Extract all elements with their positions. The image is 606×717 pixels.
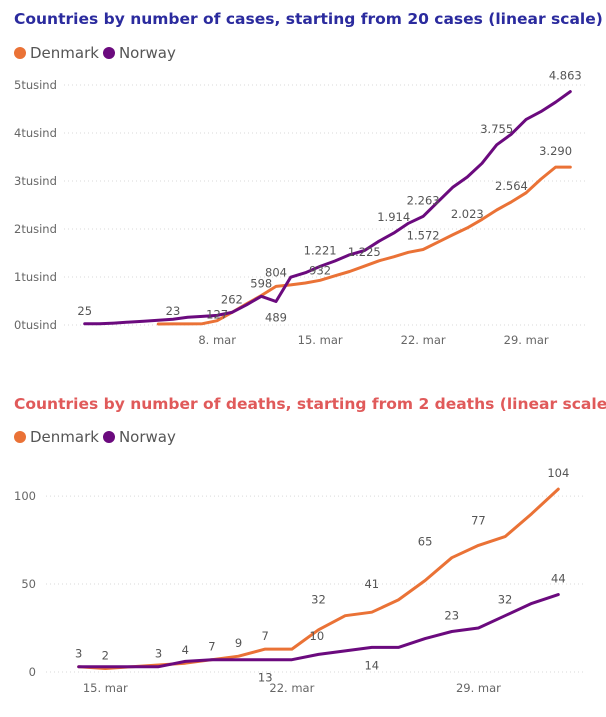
y-tick-label: 4tusind — [14, 126, 57, 140]
x-tick-label: 22. mar — [401, 333, 446, 347]
y-tick-label: 50 — [21, 577, 36, 591]
y-tick-label: 5tusind — [14, 78, 57, 92]
series-line-norway — [83, 90, 572, 326]
series-line-norway — [77, 593, 560, 669]
data-label: 3.755 — [480, 122, 513, 136]
data-label: 32 — [311, 593, 326, 607]
chart-title-cases: Countries by number of cases, starting f… — [14, 10, 603, 28]
data-label: 32 — [498, 593, 513, 607]
data-label: 44 — [551, 572, 566, 586]
legend-deaths: Denmark Norway — [14, 428, 180, 446]
legend-marker-norway — [102, 431, 115, 443]
y-tick-label: 1tusind — [14, 270, 57, 284]
data-label: 2.263 — [407, 193, 440, 207]
data-label: 804 — [265, 265, 287, 279]
data-label: 4 — [182, 643, 189, 657]
legend-label-norway: Norway — [118, 44, 176, 62]
y-tick-label: 3tusind — [14, 174, 57, 188]
data-label: 489 — [265, 311, 287, 325]
data-label: 25 — [77, 304, 92, 318]
data-label: 3.290 — [539, 144, 572, 158]
x-tick-label: 29. mar — [456, 681, 501, 695]
series-line-denmark — [156, 165, 572, 326]
data-label: 104 — [547, 466, 569, 480]
data-label: 23 — [444, 609, 459, 623]
legend-item-denmark[interactable]: Denmark — [14, 428, 99, 446]
data-label: 932 — [309, 263, 331, 277]
data-label: 1.572 — [407, 229, 440, 243]
data-label: 7 — [208, 640, 215, 654]
y-tick-label: 0tusind — [14, 318, 57, 332]
data-label: 598 — [250, 276, 272, 290]
data-label: 262 — [221, 292, 243, 306]
data-label: 4.863 — [549, 69, 582, 83]
legend-cases: Denmark Norway — [14, 44, 180, 62]
data-label: 14 — [364, 658, 379, 672]
data-label: 9 — [235, 636, 242, 650]
data-label: 127 — [206, 308, 228, 322]
y-tick-label: 0 — [29, 665, 36, 679]
legend-item-norway[interactable]: Norway — [102, 44, 176, 62]
legend-item-denmark[interactable]: Denmark — [14, 44, 99, 62]
legend-marker-norway — [102, 47, 115, 59]
data-label: 1.221 — [304, 243, 337, 257]
data-label: 65 — [418, 535, 433, 549]
data-label: 10 — [310, 629, 325, 643]
legend-label-norway: Norway — [118, 428, 176, 446]
x-tick-label: 15. mar — [83, 681, 128, 695]
data-label: 1.914 — [377, 210, 410, 224]
y-tick-label: 100 — [14, 489, 36, 503]
x-tick-label: 29. mar — [504, 333, 549, 347]
legend-item-norway[interactable]: Norway — [102, 428, 176, 446]
data-label: 1.225 — [348, 245, 381, 259]
data-label: 23 — [166, 304, 181, 318]
data-label: 3 — [155, 647, 162, 661]
data-label: 13 — [258, 671, 273, 685]
x-tick-label: 22. mar — [269, 681, 314, 695]
x-tick-label: 8. mar — [198, 333, 236, 347]
data-label: 2.564 — [495, 179, 528, 193]
legend-marker-denmark — [14, 47, 26, 59]
legend-label-denmark: Denmark — [30, 428, 99, 446]
legend-label-denmark: Denmark — [30, 44, 99, 62]
data-label: 7 — [262, 629, 269, 643]
data-label: 77 — [471, 514, 486, 528]
y-tick-label: 2tusind — [14, 222, 57, 236]
data-label: 2.023 — [451, 207, 484, 221]
legend-marker-denmark — [14, 431, 26, 443]
series-line-denmark — [77, 487, 560, 670]
data-label: 2 — [102, 648, 109, 662]
data-label: 41 — [364, 577, 379, 591]
x-tick-label: 15. mar — [298, 333, 343, 347]
chart-title-deaths: Countries by number of deaths, starting … — [14, 395, 606, 413]
data-label: 3 — [75, 647, 82, 661]
